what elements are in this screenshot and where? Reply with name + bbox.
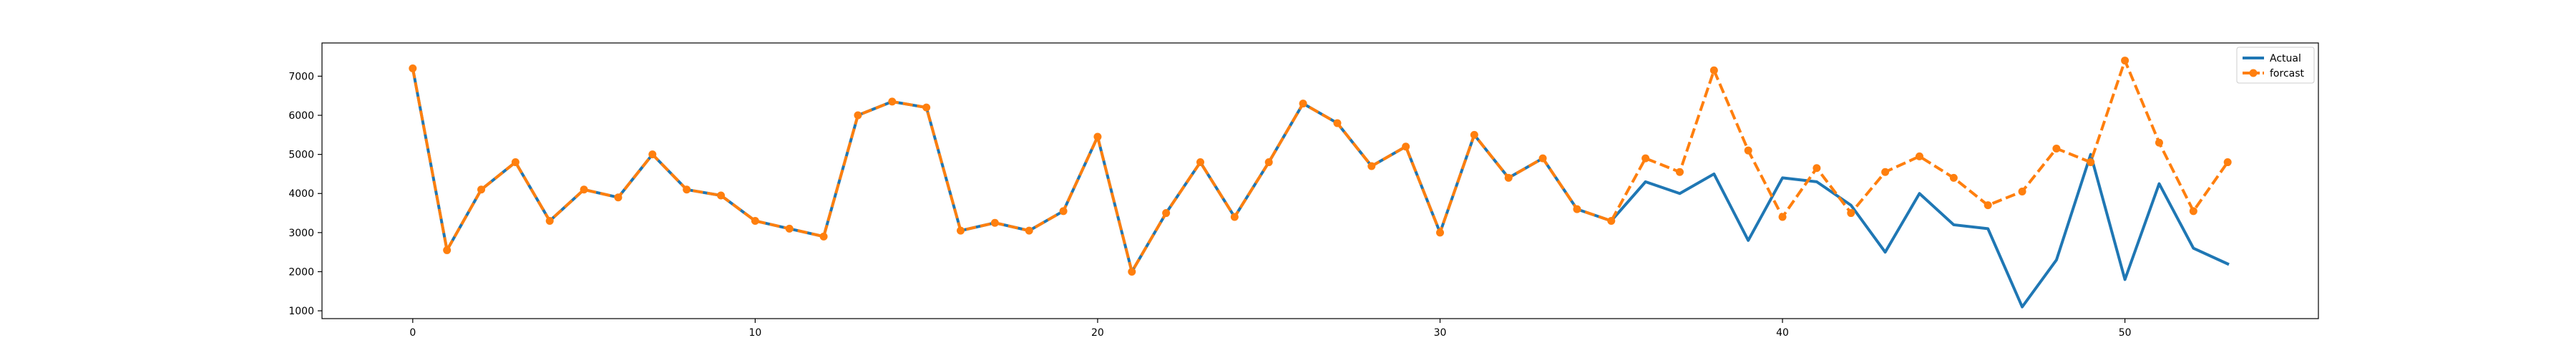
data-point-forcast [2223, 158, 2232, 167]
legend-label-forcast: forcast [2270, 68, 2305, 79]
x-tick-label: 0 [409, 327, 416, 339]
data-point-forcast [1778, 213, 1787, 221]
data-point-forcast [1059, 207, 1068, 216]
data-point-forcast [1333, 119, 1342, 127]
data-point-forcast [1607, 216, 1616, 225]
data-point-forcast [1538, 154, 1547, 163]
y-tick-label: 2000 [288, 266, 314, 278]
data-point-forcast [1641, 154, 1650, 163]
legend-label-actual: Actual [2270, 53, 2301, 64]
data-point-forcast [614, 193, 623, 202]
data-point-forcast [477, 185, 486, 194]
data-point-forcast [1949, 173, 1958, 182]
data-point-forcast [1675, 168, 1684, 176]
data-point-forcast [1847, 209, 1855, 218]
x-tick-label: 10 [748, 327, 761, 339]
data-point-forcast [2121, 57, 2129, 65]
data-point-forcast [2052, 144, 2061, 153]
data-point-forcast [1162, 209, 1171, 218]
data-point-forcast [2155, 138, 2163, 147]
data-point-forcast [1196, 158, 1204, 167]
x-tick-label: 30 [1434, 327, 1447, 339]
data-point-forcast [1436, 228, 1444, 237]
data-point-forcast [1915, 152, 1923, 160]
x-tick-label: 20 [1091, 327, 1104, 339]
data-point-forcast [1813, 164, 1821, 173]
data-point-forcast [1128, 267, 1136, 276]
data-point-forcast [922, 103, 931, 112]
y-tick-label: 1000 [288, 306, 314, 317]
plot-frame [321, 42, 2319, 319]
series-layer [409, 57, 2232, 309]
data-point-forcast [1299, 100, 1307, 108]
data-point-forcast [545, 216, 554, 225]
data-point-forcast [957, 226, 965, 235]
y-tick-label: 6000 [288, 110, 314, 122]
y-tick-label: 5000 [288, 150, 314, 161]
data-point-forcast [1230, 213, 1239, 221]
data-point-forcast [580, 185, 588, 194]
data-point-forcast [751, 216, 759, 225]
data-point-forcast [1744, 146, 1752, 155]
data-point-forcast [1504, 173, 1513, 182]
data-point-forcast [648, 150, 657, 159]
y-tick-label: 7000 [288, 71, 314, 82]
data-point-forcast [1984, 201, 1992, 210]
data-point-forcast [443, 246, 452, 254]
data-point-forcast [683, 185, 691, 194]
axes-layer: 0 10 20 30 40 50 1000 2000 3000 4000 5000 6000 7000 [288, 42, 2319, 339]
data-point-forcast [1402, 142, 1410, 151]
data-point-forcast [854, 111, 862, 120]
data-point-forcast [511, 158, 519, 167]
series-line-forcast [411, 59, 2229, 274]
legend: Actual forcast [2236, 47, 2315, 84]
data-point-forcast [2018, 188, 2026, 196]
data-point-forcast [717, 191, 726, 200]
x-tick-label: 40 [1776, 327, 1789, 339]
data-point-forcast [2189, 207, 2197, 216]
data-point-forcast [819, 232, 828, 241]
data-point-forcast [1264, 158, 1273, 167]
data-point-forcast [1367, 162, 1376, 170]
x-tick-label: 50 [2119, 327, 2132, 339]
data-point-forcast [785, 224, 794, 233]
data-point-forcast [409, 64, 417, 72]
data-point-forcast [1709, 66, 1718, 74]
data-point-forcast [1881, 168, 1890, 176]
data-point-forcast [2087, 158, 2095, 167]
y-tick-label: 3000 [288, 228, 314, 239]
y-tick-label: 4000 [288, 188, 314, 200]
data-point-forcast [1093, 132, 1102, 141]
data-point-forcast [1025, 226, 1033, 235]
data-point-forcast [990, 218, 999, 227]
legend-marker-forcast [2249, 69, 2258, 77]
data-point-forcast [1573, 205, 1581, 213]
data-point-forcast [888, 97, 897, 106]
data-point-forcast [1470, 130, 1478, 139]
